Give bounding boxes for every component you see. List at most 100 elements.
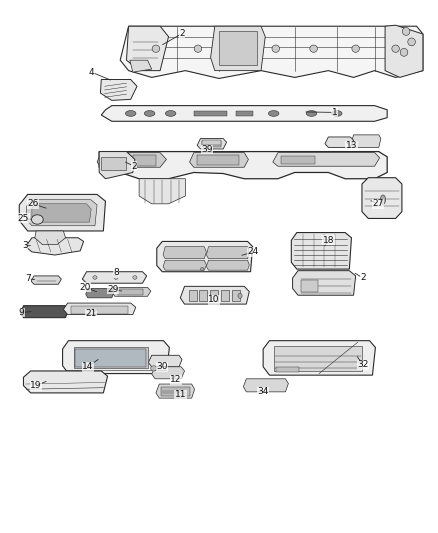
Polygon shape bbox=[148, 356, 182, 367]
Polygon shape bbox=[206, 247, 249, 259]
Polygon shape bbox=[63, 341, 170, 374]
Ellipse shape bbox=[166, 110, 176, 116]
Text: 18: 18 bbox=[322, 236, 334, 245]
Text: 12: 12 bbox=[170, 375, 182, 384]
Bar bbox=[281, 156, 315, 164]
Polygon shape bbox=[35, 231, 66, 245]
Polygon shape bbox=[82, 272, 147, 283]
Text: 30: 30 bbox=[156, 362, 168, 372]
Polygon shape bbox=[263, 341, 375, 375]
Text: 34: 34 bbox=[258, 387, 269, 397]
Polygon shape bbox=[293, 271, 356, 295]
Bar bbox=[75, 349, 146, 367]
Text: 2: 2 bbox=[179, 29, 185, 38]
Polygon shape bbox=[24, 371, 108, 393]
Bar bbox=[133, 155, 156, 166]
Ellipse shape bbox=[403, 28, 410, 35]
Text: 25: 25 bbox=[18, 214, 29, 223]
Ellipse shape bbox=[310, 45, 318, 52]
Text: 26: 26 bbox=[28, 199, 39, 208]
Polygon shape bbox=[31, 276, 61, 284]
Polygon shape bbox=[21, 306, 68, 318]
Ellipse shape bbox=[234, 45, 242, 52]
Ellipse shape bbox=[151, 366, 157, 371]
Polygon shape bbox=[206, 260, 249, 270]
Bar bbox=[161, 386, 190, 396]
Polygon shape bbox=[100, 79, 137, 100]
Bar bbox=[202, 141, 221, 148]
Polygon shape bbox=[99, 151, 387, 179]
Bar bbox=[202, 140, 221, 146]
Polygon shape bbox=[101, 106, 387, 122]
Ellipse shape bbox=[400, 49, 408, 56]
Polygon shape bbox=[112, 287, 151, 296]
Bar bbox=[199, 290, 207, 302]
Text: 2: 2 bbox=[360, 273, 366, 282]
Text: 7: 7 bbox=[25, 274, 31, 283]
Bar bbox=[103, 155, 129, 166]
Polygon shape bbox=[244, 379, 288, 392]
Bar bbox=[118, 289, 143, 295]
Bar bbox=[210, 290, 218, 302]
Polygon shape bbox=[273, 152, 380, 166]
Ellipse shape bbox=[93, 276, 97, 279]
Text: 13: 13 bbox=[346, 141, 357, 150]
Polygon shape bbox=[130, 60, 152, 72]
Bar bbox=[74, 348, 148, 368]
Bar bbox=[276, 367, 299, 372]
Bar bbox=[194, 111, 227, 116]
Text: 11: 11 bbox=[175, 391, 186, 400]
Ellipse shape bbox=[194, 45, 202, 52]
Text: 9: 9 bbox=[18, 308, 24, 317]
Text: 29: 29 bbox=[107, 285, 119, 294]
Polygon shape bbox=[180, 286, 249, 304]
Text: 39: 39 bbox=[201, 145, 213, 154]
Ellipse shape bbox=[145, 110, 155, 116]
Ellipse shape bbox=[352, 45, 360, 52]
Polygon shape bbox=[32, 204, 91, 222]
Bar bbox=[71, 306, 128, 313]
Text: 8: 8 bbox=[113, 268, 119, 277]
Polygon shape bbox=[120, 26, 423, 78]
Text: 4: 4 bbox=[89, 68, 95, 77]
Polygon shape bbox=[26, 200, 97, 226]
Ellipse shape bbox=[238, 293, 242, 298]
Polygon shape bbox=[190, 152, 248, 167]
Polygon shape bbox=[156, 384, 194, 398]
Ellipse shape bbox=[125, 110, 136, 116]
Polygon shape bbox=[157, 241, 253, 272]
Text: 24: 24 bbox=[248, 247, 259, 256]
Ellipse shape bbox=[332, 110, 342, 116]
Polygon shape bbox=[163, 260, 206, 270]
Ellipse shape bbox=[133, 276, 137, 279]
Polygon shape bbox=[211, 26, 265, 71]
Ellipse shape bbox=[201, 268, 204, 271]
Bar bbox=[101, 157, 127, 170]
Polygon shape bbox=[139, 179, 185, 204]
Text: 21: 21 bbox=[85, 309, 96, 318]
Ellipse shape bbox=[268, 110, 279, 116]
Text: 27: 27 bbox=[372, 199, 384, 208]
Text: 14: 14 bbox=[82, 362, 93, 372]
Polygon shape bbox=[197, 139, 226, 149]
Polygon shape bbox=[362, 177, 402, 219]
Ellipse shape bbox=[114, 276, 118, 279]
Polygon shape bbox=[325, 137, 353, 148]
Polygon shape bbox=[19, 195, 106, 231]
Ellipse shape bbox=[152, 45, 160, 52]
Ellipse shape bbox=[408, 38, 415, 46]
Ellipse shape bbox=[392, 45, 399, 52]
Polygon shape bbox=[97, 152, 166, 167]
Polygon shape bbox=[25, 238, 84, 255]
Ellipse shape bbox=[32, 215, 43, 224]
Ellipse shape bbox=[381, 195, 385, 204]
Polygon shape bbox=[385, 25, 423, 77]
Text: 10: 10 bbox=[208, 295, 220, 304]
Polygon shape bbox=[127, 26, 169, 71]
Polygon shape bbox=[351, 135, 381, 148]
Bar bbox=[301, 280, 318, 292]
Polygon shape bbox=[152, 367, 184, 379]
Bar bbox=[236, 111, 253, 116]
Polygon shape bbox=[99, 151, 135, 179]
Text: 3: 3 bbox=[22, 241, 28, 250]
